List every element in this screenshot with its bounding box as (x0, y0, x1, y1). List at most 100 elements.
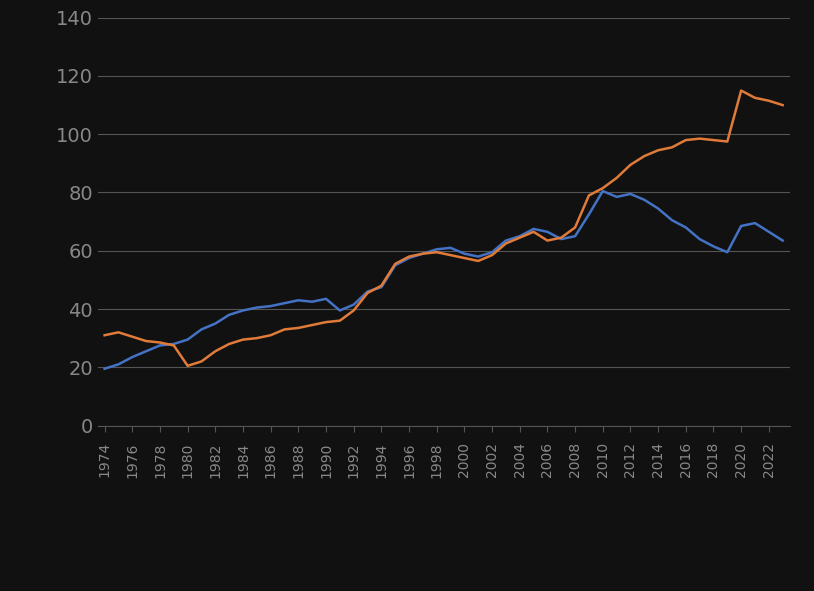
Germany (764, 228, 774, 235)
Germany (571, 233, 580, 240)
France (515, 234, 525, 241)
Germany (363, 288, 373, 295)
France (252, 335, 261, 342)
France (460, 255, 470, 262)
France (751, 95, 760, 102)
Germany (460, 250, 470, 257)
Germany (488, 249, 497, 256)
Germany (474, 253, 484, 260)
France (377, 282, 387, 289)
France (695, 135, 705, 142)
France (142, 337, 151, 345)
France (197, 358, 207, 365)
Germany (142, 348, 151, 355)
Germany (155, 342, 165, 349)
France (238, 336, 247, 343)
Germany (404, 255, 414, 262)
Germany (308, 298, 317, 306)
Germany (625, 190, 635, 197)
Germany (557, 236, 567, 243)
France (488, 252, 497, 259)
Germany (224, 311, 234, 319)
France (543, 237, 553, 244)
Germany (445, 244, 455, 251)
France (529, 228, 539, 235)
France (404, 253, 414, 260)
France (155, 339, 165, 346)
France (418, 250, 427, 257)
Germany (543, 228, 553, 235)
France (224, 340, 234, 348)
Germany (737, 222, 746, 229)
Germany (751, 219, 760, 226)
France (114, 329, 124, 336)
France (778, 102, 788, 109)
Germany (238, 307, 247, 314)
Germany (252, 304, 261, 311)
Germany (431, 246, 441, 253)
France (654, 147, 663, 154)
France (625, 161, 635, 168)
France (294, 324, 304, 332)
Germany (322, 296, 331, 303)
Germany (709, 243, 719, 250)
France (445, 252, 455, 259)
Germany (723, 249, 733, 256)
France (737, 87, 746, 94)
France (639, 152, 649, 160)
Line: France: France (105, 90, 783, 366)
Germany (349, 301, 359, 308)
Germany (654, 205, 663, 212)
France (363, 290, 373, 297)
France (584, 192, 594, 199)
Germany (391, 262, 400, 269)
Germany (597, 187, 607, 194)
Germany (128, 353, 138, 361)
Germany (418, 250, 427, 257)
France (266, 332, 276, 339)
Germany (515, 233, 525, 240)
France (183, 362, 193, 369)
Germany (681, 224, 691, 231)
Germany (183, 336, 193, 343)
France (709, 137, 719, 144)
Line: Germany: Germany (105, 191, 783, 369)
France (391, 260, 400, 267)
Germany (197, 326, 207, 333)
France (667, 144, 677, 151)
France (335, 317, 345, 324)
France (723, 138, 733, 145)
Germany (114, 361, 124, 368)
Germany (695, 236, 705, 243)
Germany (529, 225, 539, 232)
France (322, 319, 331, 326)
France (308, 322, 317, 329)
France (611, 174, 621, 181)
Germany (266, 303, 276, 310)
France (557, 234, 567, 241)
Germany (280, 300, 290, 307)
Germany (667, 217, 677, 224)
France (681, 137, 691, 144)
France (169, 342, 179, 349)
Germany (100, 365, 110, 372)
Germany (611, 193, 621, 200)
France (474, 258, 484, 265)
France (501, 240, 511, 247)
Germany (294, 297, 304, 304)
France (349, 307, 359, 314)
Germany (377, 284, 387, 291)
France (128, 333, 138, 340)
France (210, 348, 220, 355)
France (280, 326, 290, 333)
France (571, 224, 580, 231)
Germany (639, 196, 649, 203)
Germany (210, 320, 220, 327)
Germany (778, 237, 788, 244)
Germany (584, 211, 594, 218)
Germany (335, 307, 345, 314)
France (597, 184, 607, 191)
France (431, 249, 441, 256)
Germany (169, 340, 179, 348)
France (764, 97, 774, 104)
